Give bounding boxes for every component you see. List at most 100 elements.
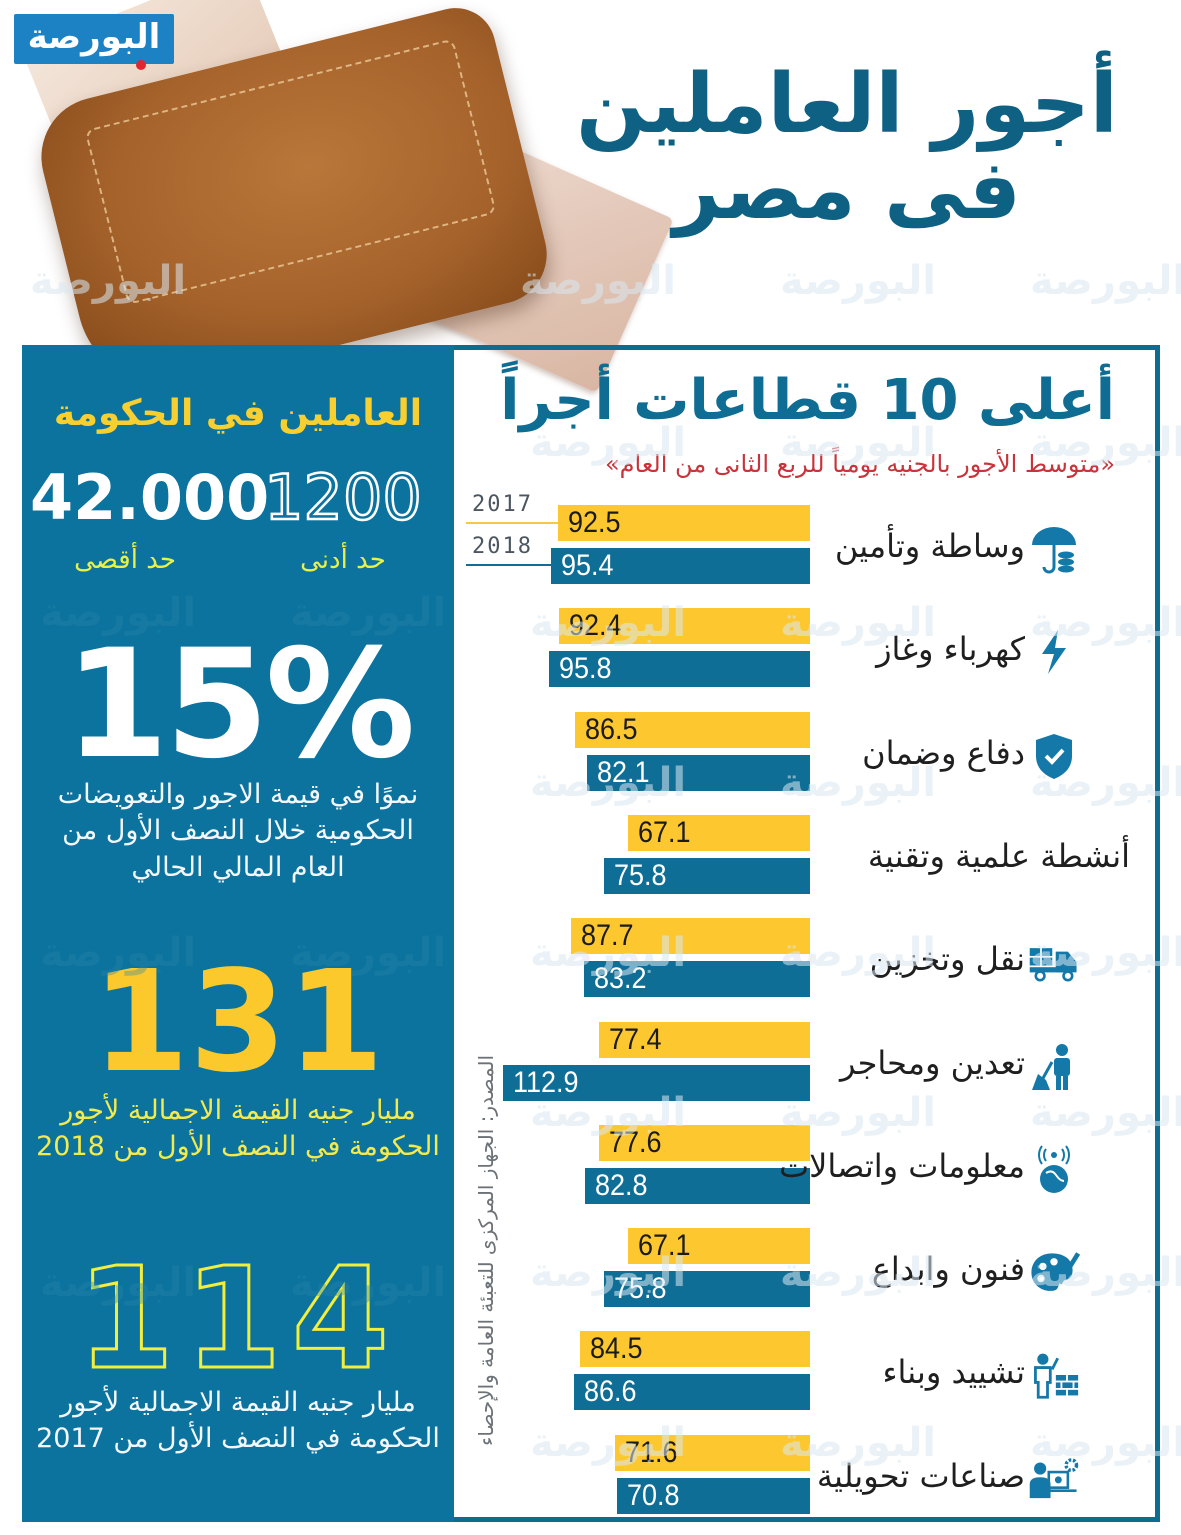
chart-row: 87.7 83.2 نقل وتخزين (454, 918, 1160, 998)
chart-row: 84.5 86.6 تشييد وبناء (454, 1331, 1160, 1411)
sector-label: فنون وابداع (871, 1250, 1025, 1289)
chart-row: 71.6 70.8 صناعات تحويلية (454, 1434, 1160, 1515)
sector-wages-chart: أعلى 10 قطاعات أجراً «متوسط الأجور بالجن… (454, 345, 1160, 1522)
panel-title: العاملين في الحكومة (53, 393, 423, 434)
truck-icon (1028, 936, 1080, 988)
bar-value: 86.5 (584, 712, 638, 746)
bar-value: 77.4 (609, 1022, 663, 1056)
min-wage-label: حد أدنى (300, 545, 386, 575)
legend-2017-label: 2017 (472, 492, 533, 517)
min-wage: 1200 حد أدنى (248, 461, 438, 575)
chart-title: أعلى 10 قطاعات أجراً (500, 368, 1115, 433)
growth-description: نموًا في قيمة الاجور والتعويضات الحكومية… (57, 779, 419, 883)
total-2017-description: مليار جنيه القيمة الاجمالية لأجور الحكوم… (36, 1387, 440, 1455)
bar-value: 95.4 (560, 549, 614, 582)
bar-value: 77.6 (608, 1125, 662, 1159)
bar-2018: 82.1 (586, 754, 810, 791)
max-wage: 42.000 حد أقصى (30, 461, 270, 576)
bar-value: 84.5 (590, 1332, 643, 1366)
bar-2018: 82.8 (584, 1167, 810, 1204)
sector-label: تعدين ومحاجر (839, 1043, 1025, 1082)
title-line-1: أجور العاملين (576, 57, 1118, 152)
chart-subtitle: «متوسط الأجور بالجنيه يومياً للربع الثان… (605, 450, 1115, 478)
bar-2018: 95.4 (550, 548, 810, 584)
wage-limits: 1200 حد أدنى 42.000 حد أقصى (22, 461, 454, 583)
globe-antenna-icon (1028, 1143, 1080, 1195)
min-wage-value: 1200 (263, 461, 423, 534)
chart-row: 92.5 95.4 وساطة وتأمين (454, 505, 1160, 585)
builder-bricks-icon (1028, 1349, 1080, 1401)
bar-value: 92.4 (568, 609, 622, 643)
bar-value: 92.5 (568, 506, 621, 539)
bar-2017: 71.6 (615, 1434, 810, 1471)
bar-2018: 83.2 (583, 961, 810, 998)
bar-2017: 77.6 (598, 1124, 810, 1161)
bar-2017: 86.5 (574, 711, 810, 748)
title-line-2: فى مصر (673, 143, 1021, 239)
max-wage-label: حد أقصى (74, 545, 176, 575)
bar-2018: 86.6 (574, 1374, 810, 1411)
bar-value: 70.8 (627, 1478, 680, 1512)
sector-label: معلومات واتصالات (778, 1146, 1025, 1185)
miner-icon (1028, 1040, 1080, 1092)
sector-label: أنشطة علمية وتقنية (867, 836, 1130, 875)
sector-label: وساطة وتأمين (834, 527, 1025, 565)
bar-value: 75.8 (613, 1272, 667, 1306)
total-2018-value: 131 (91, 941, 385, 1104)
palette-icon (1028, 1246, 1081, 1298)
watermark: البورصة (780, 258, 937, 304)
bar-2018: 70.8 (617, 1477, 810, 1514)
bar-2018: 75.8 (603, 857, 810, 894)
page-title: أجور العاملين فى مصر (567, 57, 1127, 239)
legend-2018-line (466, 564, 558, 566)
source-note: المصدر: الجهاز المركزى للتعبئة العامة وا… (474, 1055, 498, 1447)
bar-2018: 112.9 (502, 1064, 810, 1101)
bar-value: 87.7 (581, 919, 635, 953)
bar-value: 75.8 (613, 858, 667, 892)
sector-label: نقل وتخزين (869, 940, 1025, 979)
bar-value: 112.9 (512, 1065, 579, 1099)
legend-2018-label: 2018 (472, 534, 533, 559)
bar-value: 71.6 (625, 1435, 678, 1469)
bar-2017: 77.4 (599, 1021, 810, 1058)
growth-percent: 15% (64, 618, 415, 792)
bar-value: 67.1 (637, 1229, 691, 1263)
logo-dot-icon (136, 60, 146, 70)
bar-2018: 75.8 (603, 1271, 810, 1308)
bar-2017: 92.5 (558, 505, 810, 541)
lightning-icon (1028, 626, 1080, 678)
bar-2017: 84.5 (580, 1331, 810, 1368)
bar-value: 86.6 (584, 1375, 638, 1409)
shield-check-icon (1028, 730, 1080, 782)
chart-row: 77.4 112.9 تعدين ومحاجر (454, 1021, 1160, 1102)
engineer-laptop-gear-icon (1028, 1453, 1080, 1505)
bar-2017: 67.1 (627, 1228, 810, 1265)
bar-2017: 92.4 (558, 608, 810, 645)
chart-row: 67.1 75.8 أنشطة علمية وتقنية (454, 814, 1160, 895)
legend-2017-line (466, 522, 558, 524)
chart-row: 92.4 95.8 كهرباء وغاز (454, 608, 1160, 688)
max-wage-value: 42.000 (30, 461, 270, 534)
bar-2018: 95.8 (549, 651, 810, 688)
chart-row: 77.6 82.8 معلومات واتصالات (454, 1124, 1160, 1205)
bar-value: 95.8 (559, 652, 612, 686)
chart-row: 67.1 75.8 فنون وابداع (454, 1228, 1160, 1308)
sector-label: كهرباء وغاز (876, 630, 1025, 669)
total-2018-description: مليار جنيه القيمة الاجمالية لأجور الحكوم… (36, 1095, 440, 1163)
total-2017-value: 114 (75, 1238, 400, 1401)
umbrella-coins-icon (1028, 523, 1080, 575)
publisher-logo: البورصة (14, 14, 174, 70)
sector-label: صناعات تحويلية (816, 1456, 1025, 1495)
sector-label: تشييد وبناء (882, 1353, 1025, 1392)
government-workers-panel: العاملين في الحكومة 1200 حد أدنى 42.000 … (22, 345, 454, 1522)
bar-value: 67.1 (637, 815, 691, 849)
watermark: البورصة (1030, 258, 1181, 304)
bar-value: 83.2 (593, 962, 647, 996)
sector-label: دفاع وضمان (862, 733, 1025, 772)
bar-2017: 67.1 (627, 814, 810, 851)
logo-text: البورصة (27, 17, 161, 57)
bar-value: 82.1 (596, 755, 650, 789)
bar-2017: 87.7 (571, 918, 810, 955)
bar-value: 82.8 (594, 1168, 648, 1202)
chart-row: 86.5 82.1 دفاع وضمان (454, 711, 1160, 792)
